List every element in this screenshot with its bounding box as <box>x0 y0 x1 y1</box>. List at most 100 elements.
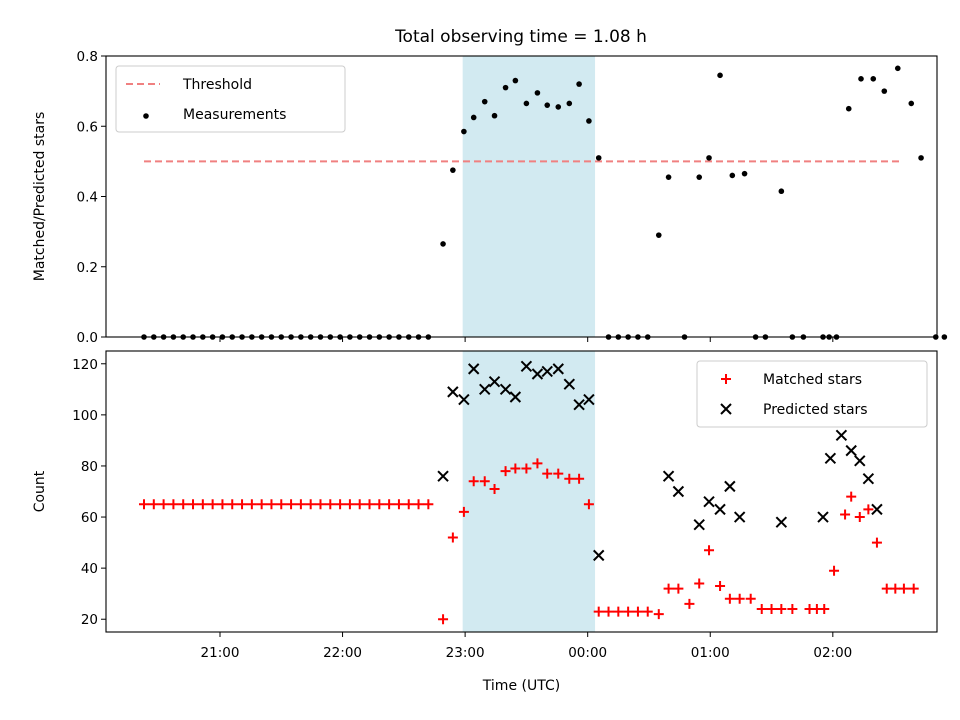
matched-stars-point <box>438 614 449 625</box>
predicted-stars-point <box>488 375 501 388</box>
predicted-stars-point <box>854 455 866 467</box>
predicted-stars-point <box>662 470 675 482</box>
predicted-stars-point <box>817 511 829 523</box>
matched-stars-point <box>295 499 306 510</box>
matched-stars-point <box>227 499 238 510</box>
matched-stars-point <box>354 499 365 510</box>
matched-stars-point <box>642 606 653 617</box>
predicted-stars-point <box>437 470 449 482</box>
matched-stars-point <box>854 512 865 523</box>
observing-span <box>462 56 596 337</box>
matched-stars-point <box>684 598 695 609</box>
legend-threshold-label: Threshold <box>182 77 252 93</box>
matched-stars-point <box>413 499 424 510</box>
matched-stars-point <box>663 583 674 594</box>
matched-stars-point <box>863 504 874 515</box>
y-tick-label: 0.4 <box>77 190 98 206</box>
measurement-point <box>741 170 748 177</box>
x-axis-label: Time (UTC) <box>482 678 560 694</box>
measurement-point <box>778 188 785 195</box>
matched-stars-point <box>286 499 297 510</box>
matched-stars-point <box>188 499 199 510</box>
predicted-stars-point <box>862 473 875 485</box>
matched-stars-point <box>305 499 316 510</box>
legend-measurements-swatch <box>143 113 149 119</box>
predicted-stars-point <box>541 365 553 378</box>
measurement-point <box>908 100 915 107</box>
matched-stars-point <box>468 476 479 487</box>
x-tick-label: 23:00 <box>446 645 485 661</box>
measurement-point <box>512 77 519 84</box>
matched-stars-point <box>266 499 277 510</box>
count-panel: 20 40 60 80 100 120 21:00 22:00 23:00 00:00 01:00 0… <box>32 350 938 694</box>
x-tick-label: 02:00 <box>813 645 852 661</box>
legend-matched-swatch <box>721 374 731 384</box>
y-tick-label: 120 <box>72 357 98 373</box>
x-tick-label: 21:00 <box>201 645 240 661</box>
x-tick-label: 01:00 <box>691 645 730 661</box>
y-tick-label: 0.2 <box>77 260 98 276</box>
legend: Matched stars Predicted stars <box>696 360 928 428</box>
matched-stars-point <box>489 483 500 494</box>
measurement-point <box>440 241 446 247</box>
predicted-stars-point <box>693 519 705 531</box>
matched-stars-point <box>593 606 604 617</box>
legend-matched-label: Matched stars <box>763 372 862 388</box>
measurement-point <box>717 72 723 79</box>
measurement-point <box>894 65 901 72</box>
matched-stars-point <box>403 499 414 510</box>
measurement-point <box>461 128 467 135</box>
matched-stars-point <box>673 583 684 594</box>
measurement-point <box>858 76 864 82</box>
matched-stars-point <box>898 583 909 594</box>
matched-stars-point <box>521 463 532 474</box>
measurement-point <box>544 102 551 108</box>
matched-stars-point <box>776 604 787 615</box>
legend-box <box>115 65 346 133</box>
predicted-stars-point <box>552 363 564 375</box>
matched-stars-point <box>510 463 521 474</box>
matched-stars-point <box>564 473 575 484</box>
measurement-point <box>706 155 712 161</box>
measurement-point <box>566 100 573 107</box>
measurement-point <box>665 174 672 180</box>
y-tick-label: 100 <box>72 408 98 424</box>
matched-stars-point <box>819 604 830 615</box>
matched-stars-point <box>756 604 767 615</box>
matched-stars-point <box>846 491 857 502</box>
x-tick-label: 22:00 <box>323 645 362 661</box>
predicted-stars-point <box>593 549 605 562</box>
y-tick-label: 80 <box>81 459 98 475</box>
measurement-point <box>881 88 888 94</box>
predicted-stars-point <box>871 503 883 516</box>
matched-stars-point <box>829 565 840 576</box>
matched-stars-point <box>256 499 267 510</box>
matched-stars-point <box>653 609 664 620</box>
matched-stars-point <box>207 499 218 510</box>
predicted-stars-point <box>499 383 512 396</box>
matched-stars-point <box>553 468 564 479</box>
predicted-stars-point <box>775 516 788 528</box>
matched-stars-point <box>276 499 287 510</box>
legend-predicted-label: Predicted stars <box>763 402 868 418</box>
measurement-point <box>696 174 703 180</box>
matched-stars-point <box>423 499 434 510</box>
matched-stars-point <box>217 499 228 510</box>
measurement-point <box>534 90 541 96</box>
matched-stars-point <box>374 499 385 510</box>
matched-stars-point <box>908 583 919 594</box>
predicted-stars-point <box>520 360 533 373</box>
matched-stars-point <box>704 545 715 556</box>
matched-stars-point <box>197 499 208 510</box>
matched-stars-point <box>500 466 511 477</box>
axes-frame <box>105 350 938 633</box>
matched-stars-point <box>603 606 614 617</box>
matched-stars-point <box>335 499 346 510</box>
matched-stars-point <box>881 583 892 594</box>
measurement-point <box>655 232 662 238</box>
matched-stars-point <box>447 532 458 543</box>
ratio-panel: 0.0 0.2 0.4 0.6 0.8 Matched/Predicted stars Th… <box>32 49 948 346</box>
matched-stars-point <box>138 499 149 510</box>
legend-predicted-swatch <box>720 403 732 415</box>
